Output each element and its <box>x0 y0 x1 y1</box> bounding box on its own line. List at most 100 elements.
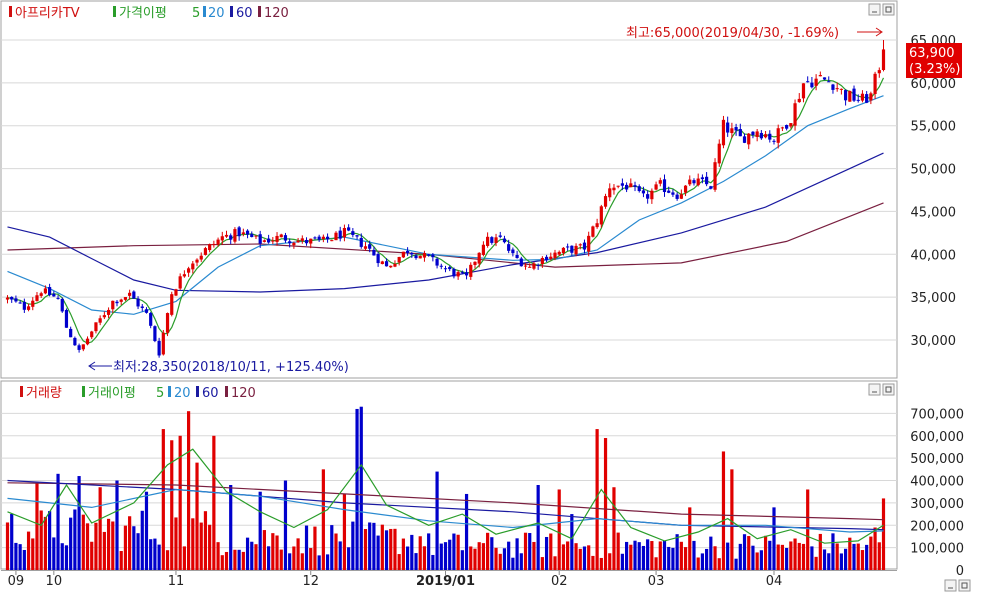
candle-body <box>73 337 77 346</box>
x-axis: 09 10 11 12 2019/01 02 03 04 <box>8 571 782 589</box>
candle-body <box>814 78 818 86</box>
volume-bar <box>452 533 456 570</box>
candle-body <box>637 186 641 192</box>
price-panel-minimize-button[interactable] <box>868 3 881 16</box>
volume-bar <box>422 546 427 570</box>
volume-bar <box>140 510 144 570</box>
volume-bar <box>216 542 220 570</box>
volume-tick-label: 200,000 <box>910 519 964 534</box>
volume-bar <box>10 513 14 570</box>
volume-bar <box>612 487 616 570</box>
volume-tick-label: 100,000 <box>910 542 964 557</box>
candle-body <box>271 240 275 242</box>
volume-bar <box>646 539 650 570</box>
volume-bar <box>279 549 283 570</box>
volume-panel-minimize-button[interactable] <box>868 383 881 396</box>
volume-bar <box>566 541 570 570</box>
volume-bar <box>31 538 35 570</box>
candle-body <box>797 98 801 103</box>
high-arrow-head <box>875 27 883 37</box>
volume-bar <box>372 522 376 570</box>
volume-bar <box>460 550 464 570</box>
candle-body <box>157 340 161 356</box>
volume-bar <box>671 547 675 570</box>
volume-tick-label: 300,000 <box>910 497 964 512</box>
volume-bar <box>26 531 31 570</box>
candle-body <box>245 230 250 235</box>
volume-bar <box>431 554 435 570</box>
candle-body <box>203 248 208 255</box>
candle-body <box>267 238 271 243</box>
candle-body <box>119 299 123 302</box>
candle-body <box>540 257 544 265</box>
candle-body <box>532 263 536 269</box>
volume-bar <box>865 544 869 570</box>
volume-bar <box>52 537 56 570</box>
legend-vol-ma-60: 60 <box>202 386 219 401</box>
candle-body <box>523 265 528 267</box>
volume-panel-maximize-button[interactable] <box>882 383 895 396</box>
volume-bar <box>843 548 848 570</box>
volume-bar <box>582 546 587 570</box>
volume-bar <box>267 546 271 570</box>
volume-bar <box>380 524 384 570</box>
volume-bar <box>376 535 380 570</box>
candle-body <box>422 253 427 258</box>
volume-bar <box>490 537 494 570</box>
volume-bar <box>869 536 873 570</box>
candle-body <box>860 93 865 101</box>
candle-body <box>629 183 633 188</box>
volume-bar <box>726 542 730 570</box>
volume-bar <box>734 558 738 570</box>
candle-body <box>785 125 789 129</box>
volume-bar <box>780 544 785 570</box>
candle-body <box>31 300 35 307</box>
candle-body <box>726 122 730 133</box>
candle-body <box>18 302 22 304</box>
candle-body <box>35 295 39 301</box>
volume-bar <box>81 514 85 570</box>
volume-bar <box>254 544 258 570</box>
candle-body <box>342 227 347 238</box>
volume-bar <box>296 538 300 570</box>
volume-bar <box>692 540 696 570</box>
volume-bar <box>132 526 136 570</box>
legend-marker-120 <box>258 6 261 17</box>
volume-bar <box>667 546 671 570</box>
candle-body <box>810 82 814 88</box>
legend-ma-5: 5 <box>192 6 200 21</box>
volume-bar <box>549 533 553 570</box>
volume-bar <box>810 546 814 570</box>
price-panel-maximize-button[interactable] <box>882 3 895 16</box>
candle-body <box>39 293 43 296</box>
volume-bar <box>608 553 612 570</box>
volume-bar <box>102 531 106 570</box>
candle-body <box>759 132 763 139</box>
volume-bar <box>427 533 431 570</box>
price-tick-label: 45,000 <box>911 205 957 220</box>
volume-bar <box>288 553 292 570</box>
candle-body <box>10 296 14 300</box>
scroll-right-button[interactable] <box>958 579 971 592</box>
candle-body <box>570 245 574 253</box>
candle-body <box>60 298 64 312</box>
scroll-left-button[interactable] <box>944 579 957 592</box>
candle-body <box>662 179 667 193</box>
candle-body <box>313 237 317 239</box>
candle-body <box>709 186 713 189</box>
volume-bar <box>283 480 288 570</box>
volume-bar <box>208 524 212 570</box>
price-ma-5-line <box>7 77 885 344</box>
x-tick-label: 09 <box>8 574 25 589</box>
price-moving-averages <box>7 77 885 344</box>
volume-ma-120-line <box>7 482 884 521</box>
volume-bar <box>414 553 418 570</box>
candle-body <box>254 235 258 237</box>
legend-marker-ma <box>113 6 116 17</box>
candle-body <box>368 244 372 249</box>
volume-bar <box>250 541 254 570</box>
volume-bar <box>486 532 490 570</box>
legend-marker-vol-60 <box>196 386 199 397</box>
volume-bar <box>822 549 827 570</box>
volume-bar <box>818 533 822 570</box>
